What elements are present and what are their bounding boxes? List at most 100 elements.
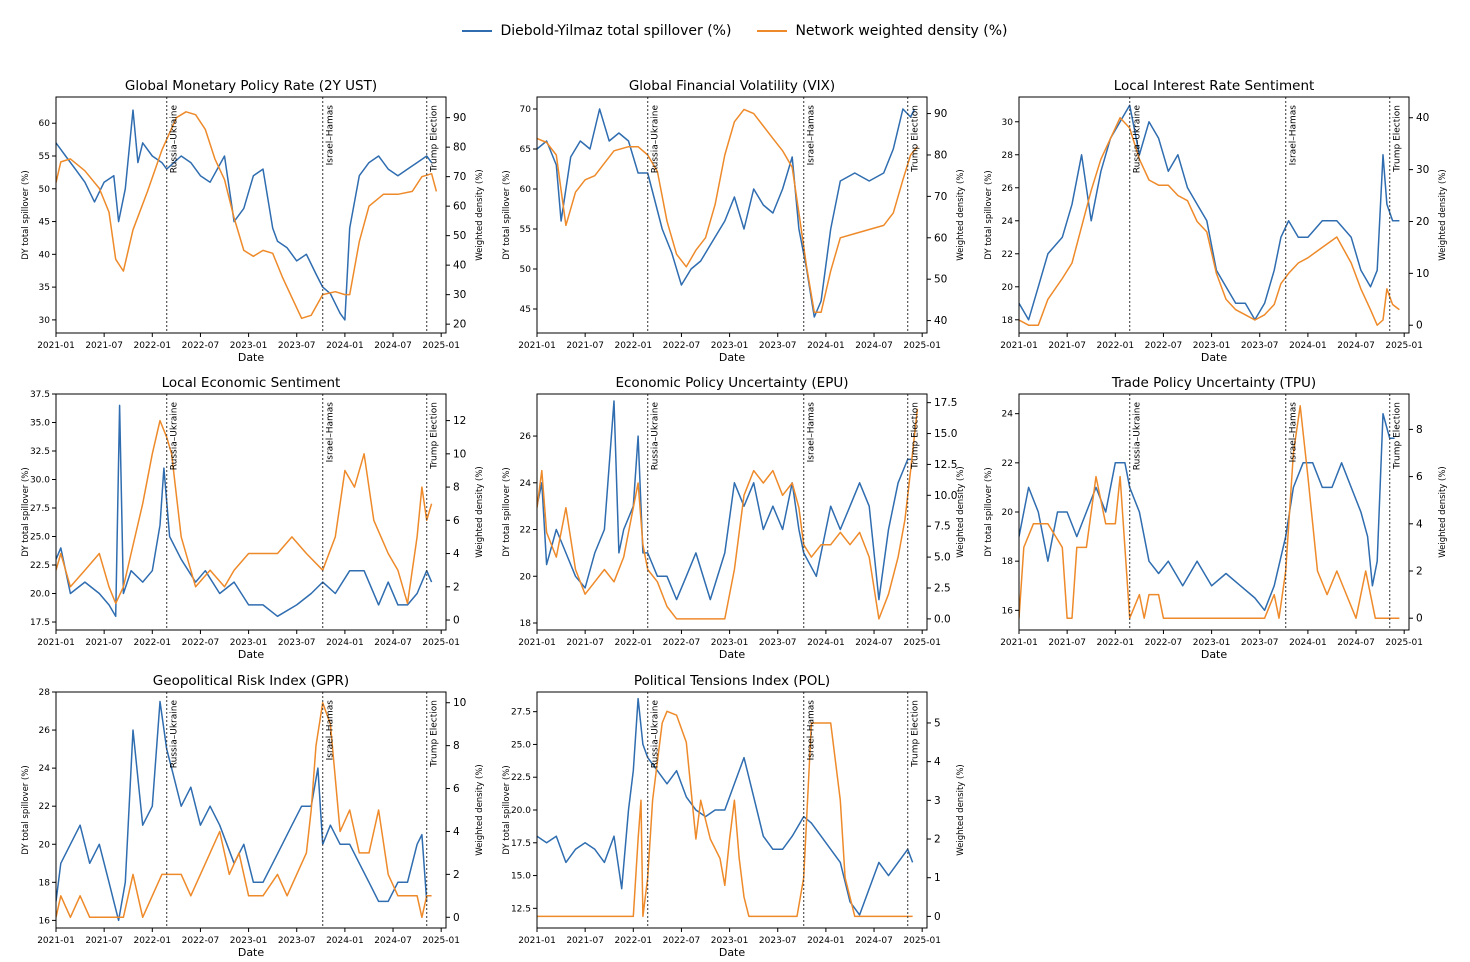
y-tick-label-left: 18	[1002, 557, 1014, 567]
y-tick-label-left: 55	[39, 152, 50, 162]
x-axis-label: Date	[1201, 351, 1228, 364]
y-tick-label-right: 5.0	[934, 552, 951, 564]
y-tick-label-left: 22.5	[30, 561, 50, 571]
y-tick-label-right: 12.5	[934, 459, 957, 471]
y-tick-label-right: 20	[453, 319, 466, 331]
event-label: Russia–Ukraine	[1133, 402, 1143, 471]
y-tick-label-right: 70	[934, 191, 947, 203]
event-label: Trump Election	[1393, 105, 1403, 173]
x-tick-label: 2022-01	[614, 341, 652, 351]
chart-panel-5: Economic Policy Uncertainty (EPU) Russia–…	[502, 375, 966, 661]
y-tick-label-left: 15.0	[511, 872, 531, 882]
x-tick-label: 2024-07	[374, 936, 412, 946]
chart-title: Trade Policy Uncertainty (TPU)	[1111, 375, 1316, 391]
plot-frame	[536, 393, 928, 631]
x-tick-label: 2023-07	[278, 638, 316, 648]
series-line-dy	[1019, 104, 1400, 321]
y-tick-label-right: 3	[934, 795, 941, 807]
event-label: Trump Election	[911, 402, 921, 470]
series-line-density	[1019, 405, 1400, 619]
y-axis-label-left: DY total spillover (%)	[21, 467, 31, 556]
y-tick-label-right: 20	[1416, 216, 1429, 228]
y-tick-label-left: 25.0	[511, 740, 531, 750]
x-tick-label: 2022-07	[182, 341, 220, 351]
chart-panel-1: Global Monetary Policy Rate (2Y UST) Russ…	[21, 78, 485, 364]
series-line-density	[1019, 116, 1400, 326]
series-line-density	[56, 701, 432, 919]
plot-frame	[55, 691, 447, 929]
event-label: Russia–Ukraine	[170, 105, 180, 174]
y-tick-label-right: 2	[453, 869, 460, 881]
y-tick-label-left: 22.5	[511, 773, 531, 783]
y-tick-label-left: 50	[39, 185, 51, 195]
series-line-dy	[537, 697, 914, 916]
y-tick-label-left: 35.0	[30, 419, 50, 429]
legend-swatch-density	[757, 30, 788, 32]
x-tick-label: 2025-01	[422, 638, 460, 648]
event-label: Russia–Ukraine	[651, 700, 661, 769]
x-tick-label: 2023-01	[711, 341, 749, 351]
event-label: Russia–Ukraine	[170, 700, 180, 769]
y-tick-label-right: 10	[453, 448, 466, 460]
plot-frame	[55, 393, 447, 631]
y-tick-label-right: 50	[934, 274, 947, 286]
series-line-density	[56, 111, 438, 320]
x-tick-label: 2023-01	[711, 638, 749, 648]
x-tick-label: 2025-01	[422, 936, 460, 946]
y-tick-label-right: 0	[453, 615, 460, 627]
y-axis-label-right: Weighted density (%)	[1438, 466, 1448, 558]
plot-frame	[55, 96, 447, 334]
y-axis-label-right: Weighted density (%)	[956, 764, 966, 856]
y-tick-label-right: 2	[934, 834, 941, 846]
x-tick-label: 2023-07	[278, 936, 316, 946]
y-tick-label-left: 30	[39, 316, 51, 326]
y-tick-label-right: 30	[453, 289, 466, 301]
x-tick-label: 2023-01	[711, 936, 749, 946]
x-tick-label: 2021-01	[1000, 638, 1038, 648]
x-tick-label: 2024-01	[807, 936, 845, 946]
x-tick-label: 2022-01	[1096, 638, 1134, 648]
x-tick-label: 2022-01	[614, 936, 652, 946]
y-tick-label-left: 20	[1002, 283, 1014, 293]
x-tick-label: 2023-01	[230, 936, 268, 946]
y-tick-label-right: 0	[1416, 613, 1423, 625]
y-tick-label-left: 26	[1002, 184, 1014, 194]
y-tick-label-right: 6	[1416, 471, 1423, 483]
event-label: Russia–Ukraine	[1133, 105, 1143, 174]
y-axis-label-left: DY total spillover (%)	[984, 170, 994, 259]
event-label: Trump Election	[430, 700, 440, 768]
y-axis-label-right: Weighted density (%)	[956, 466, 966, 558]
event-label: Israel–Hamas	[326, 700, 336, 761]
chart-title: Political Tensions Index (POL)	[634, 673, 830, 689]
legend-label-density: Network weighted density (%)	[795, 23, 1008, 39]
plot-frame	[1018, 393, 1410, 631]
y-tick-label-left: 35	[39, 283, 50, 293]
y-tick-label-left: 26	[520, 432, 532, 442]
y-tick-label-right: 40	[934, 315, 947, 327]
y-tick-label-left: 37.5	[30, 390, 50, 400]
x-tick-label: 2022-07	[663, 638, 701, 648]
series-line-density	[537, 108, 918, 314]
x-tick-label: 2023-07	[1241, 341, 1279, 351]
y-axis-label-left: DY total spillover (%)	[21, 765, 31, 854]
x-axis-label: Date	[719, 648, 746, 661]
x-tick-label: 2021-01	[518, 341, 556, 351]
x-tick-label: 2024-01	[1289, 341, 1327, 351]
y-axis-label-right: Weighted density (%)	[475, 764, 485, 856]
plot-frame	[1018, 96, 1410, 334]
y-axis-label-right: Weighted density (%)	[475, 466, 485, 558]
event-label: Trump Election	[430, 402, 440, 470]
x-tick-label: 2021-01	[37, 638, 75, 648]
series-line-dy	[1019, 412, 1395, 612]
x-axis-label: Date	[719, 351, 746, 364]
series-line-dy	[56, 404, 433, 618]
y-tick-label-right: 4	[1416, 518, 1423, 530]
y-tick-label-right: 2	[1416, 566, 1423, 578]
x-tick-label: 2024-01	[807, 638, 845, 648]
y-axis-label-left: DY total spillover (%)	[502, 467, 512, 556]
y-axis-label-left: DY total spillover (%)	[984, 467, 994, 556]
y-tick-label-left: 60	[39, 119, 51, 129]
y-tick-label-left: 70	[520, 105, 532, 115]
x-tick-label: 2022-01	[133, 936, 171, 946]
